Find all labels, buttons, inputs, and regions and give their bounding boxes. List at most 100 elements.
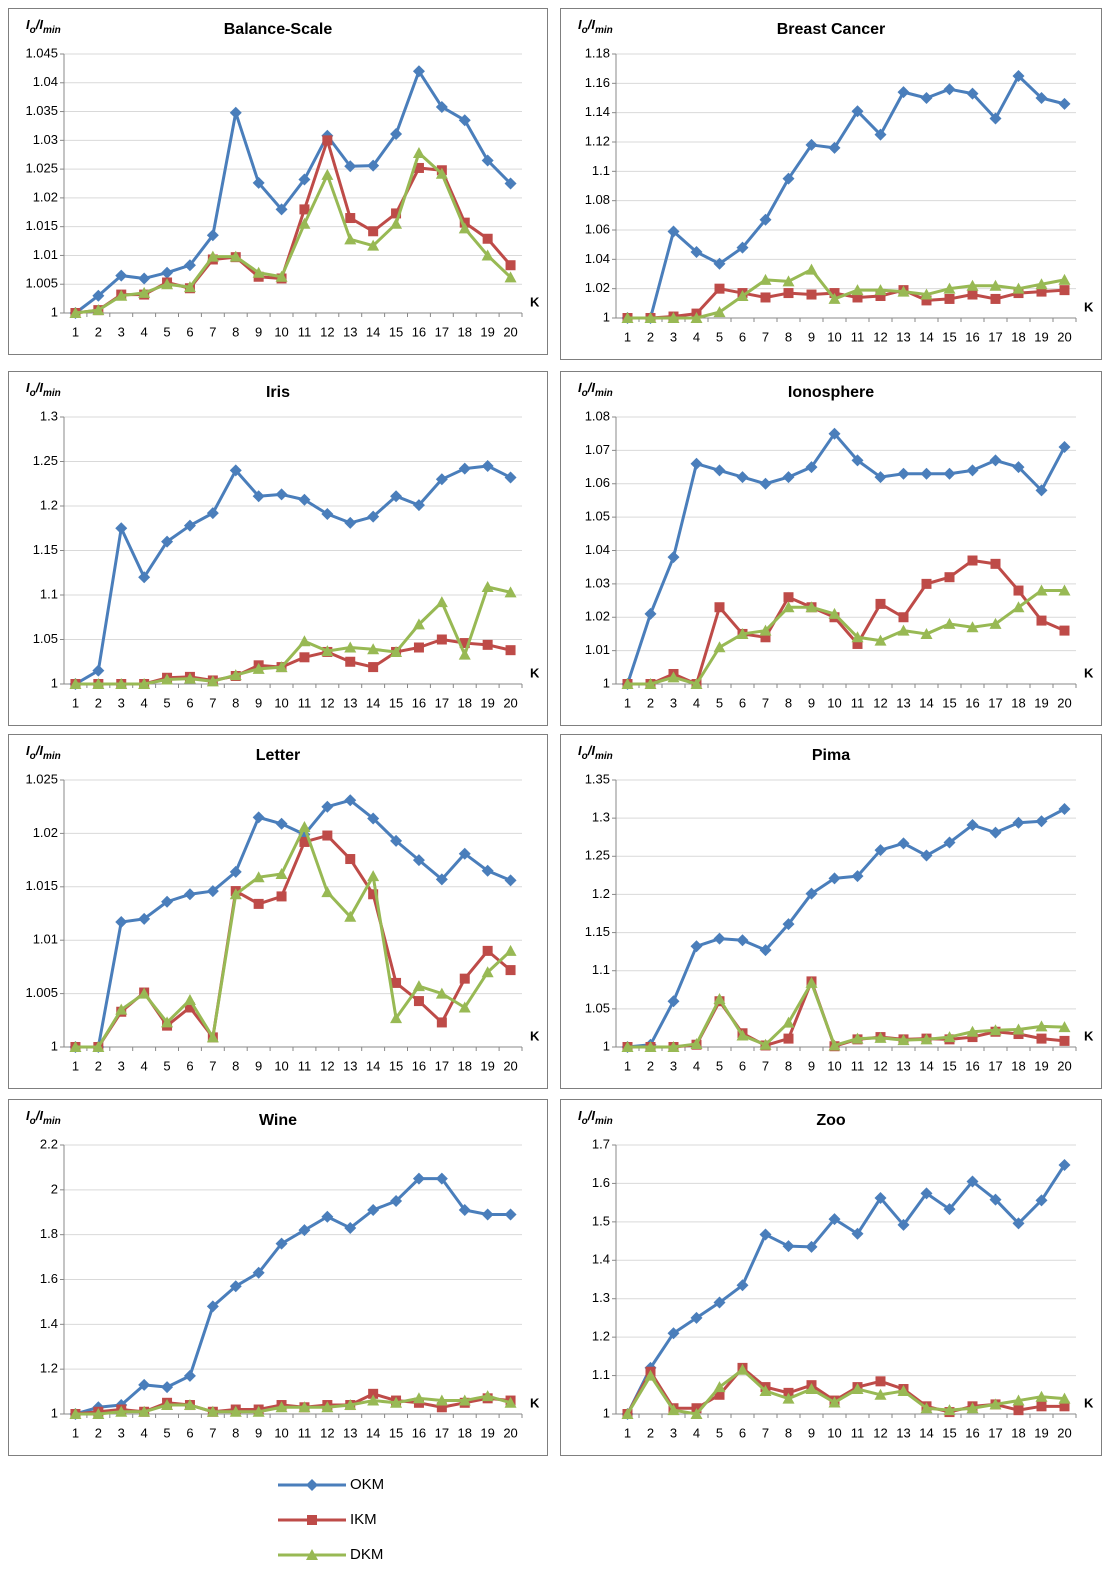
x-tick-label: 4 — [141, 324, 148, 339]
data-point — [828, 607, 841, 619]
x-tick-label: 19 — [1034, 329, 1048, 344]
x-tick-label: 15 — [389, 324, 403, 339]
x-tick-label: 6 — [739, 1058, 746, 1073]
x-axis-label: K — [1084, 665, 1094, 680]
y-axis-label-part: min — [595, 25, 613, 36]
data-point — [368, 889, 379, 900]
x-tick-label: 7 — [209, 695, 216, 710]
legend-marker — [307, 1515, 317, 1525]
data-point — [321, 168, 334, 180]
data-point — [943, 1404, 956, 1416]
series-line — [75, 1394, 511, 1416]
x-tick-label: 2 — [95, 324, 102, 339]
x-tick-label: 9 — [808, 1058, 815, 1073]
x-tick-label: 13 — [896, 1425, 910, 1440]
data-point — [344, 1221, 357, 1234]
x-tick-label: 14 — [919, 1058, 933, 1073]
chart-panel: Balance-Scale Io/Imin 1 1.005 1.01 1.015 1.02 1… — [8, 8, 548, 355]
data-point — [115, 678, 128, 689]
data-point — [298, 493, 311, 506]
data-point — [897, 86, 910, 99]
y-tick-label: 1.15 — [585, 924, 610, 939]
x-tick-label: 5 — [716, 1425, 723, 1440]
legend-text: IKM — [350, 1511, 377, 1528]
data-point — [1058, 441, 1071, 454]
data-point — [782, 1016, 795, 1028]
x-tick-label: 15 — [389, 1425, 403, 1440]
data-point — [252, 176, 265, 189]
y-axis-label-part: I — [578, 743, 582, 758]
data-point — [690, 678, 703, 689]
data-point — [1013, 585, 1024, 596]
data-point — [458, 1001, 471, 1013]
data-point — [897, 1218, 910, 1231]
data-point — [161, 1016, 174, 1028]
data-point — [990, 558, 1001, 569]
x-tick-label: 4 — [693, 695, 700, 710]
data-point — [390, 645, 403, 657]
data-point — [759, 1384, 772, 1396]
y-tick-label: 1.005 — [25, 985, 58, 1000]
data-point — [944, 572, 955, 583]
data-point — [1035, 815, 1048, 828]
data-point — [667, 312, 680, 323]
x-tick-label: 2 — [95, 1425, 102, 1440]
x-tick-label: 9 — [255, 1425, 262, 1440]
data-point — [481, 580, 494, 592]
series-line — [626, 1164, 1066, 1415]
data-point — [344, 794, 357, 807]
data-point — [459, 973, 470, 984]
x-tick-label: 8 — [785, 329, 792, 344]
y-tick-label: 1.15 — [33, 542, 58, 557]
data-point — [874, 284, 887, 296]
data-point — [138, 286, 151, 298]
y-axis-label-part: I — [26, 1108, 30, 1123]
data-point — [851, 631, 864, 643]
y-tick-label: 1.01 — [33, 247, 58, 262]
data-point — [412, 980, 425, 992]
data-point — [229, 1405, 242, 1417]
data-point — [161, 673, 174, 685]
data-point — [897, 1034, 910, 1046]
data-point — [435, 596, 448, 608]
y-axis-label-part: /I — [35, 743, 44, 758]
x-tick-label: 12 — [320, 695, 334, 710]
data-point — [229, 106, 242, 119]
data-point — [229, 865, 242, 878]
y-tick-label: 1.04 — [33, 74, 58, 89]
x-tick-label: 15 — [942, 1425, 956, 1440]
data-point — [92, 1408, 105, 1419]
data-point — [435, 1172, 448, 1185]
data-point — [368, 226, 379, 237]
data-point — [206, 885, 219, 898]
data-point — [321, 508, 334, 521]
y-tick-label: 1 — [51, 304, 58, 319]
x-tick-label: 18 — [1011, 1425, 1025, 1440]
series-line — [627, 589, 1065, 686]
data-point — [714, 1389, 725, 1400]
data-point — [435, 873, 448, 886]
data-point — [782, 471, 795, 484]
data-point — [667, 1041, 680, 1052]
data-point — [1059, 285, 1070, 296]
y-axis-label-part: o — [582, 25, 588, 36]
data-point — [805, 138, 818, 151]
x-tick-label: 11 — [851, 1425, 865, 1440]
data-point — [299, 652, 310, 663]
y-tick-label: 1.06 — [585, 221, 610, 236]
data-point — [690, 1037, 703, 1049]
data-point — [458, 648, 471, 660]
x-tick-label: 16 — [412, 324, 426, 339]
x-tick-label: 3 — [118, 324, 125, 339]
data-point — [644, 1041, 657, 1052]
data-point — [967, 555, 978, 566]
data-point — [504, 874, 517, 887]
x-tick-label: 7 — [209, 1425, 216, 1440]
data-point — [183, 1369, 196, 1382]
data-point — [504, 944, 517, 956]
x-tick-label: 14 — [366, 1058, 380, 1073]
y-tick-label: 1.3 — [592, 810, 610, 825]
data-point — [713, 306, 726, 318]
